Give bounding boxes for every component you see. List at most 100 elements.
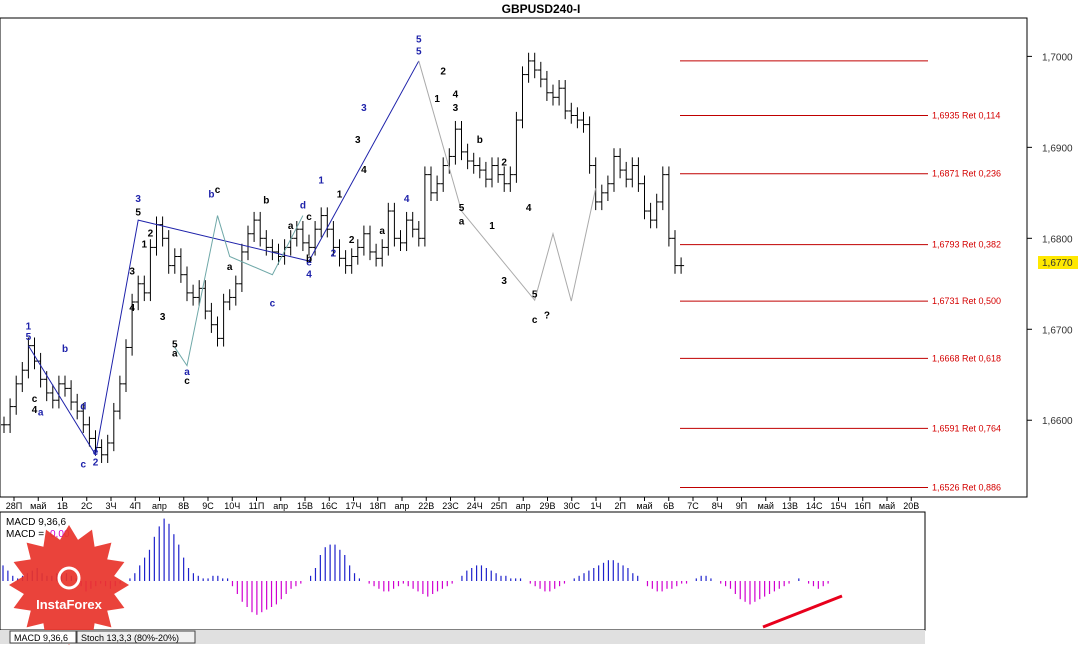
x-tick-label: апр bbox=[395, 501, 410, 511]
wave-label: 3 bbox=[453, 103, 459, 114]
x-tick-label: 1Ч bbox=[590, 501, 601, 511]
wave-label: 1 bbox=[337, 189, 343, 200]
tab-macd[interactable]: MACD 9,36,6 bbox=[9, 630, 77, 644]
x-tick-label: 2С bbox=[81, 501, 93, 511]
wave-label: c bbox=[184, 376, 190, 387]
wave-label: c bbox=[532, 315, 538, 326]
instaforex-logo: InstaForex bbox=[9, 525, 129, 645]
wave-label: 4 bbox=[306, 269, 312, 280]
y-tick-label: 1,6600 bbox=[1042, 416, 1073, 427]
x-tick-label: 7С bbox=[687, 501, 699, 511]
wave-label: a bbox=[227, 262, 233, 273]
tab-stoch[interactable]: Stoch 13,3,3 (80%-20%) bbox=[76, 630, 196, 644]
wave-label: 3 bbox=[129, 267, 135, 278]
x-tick-label: 16П bbox=[855, 501, 871, 511]
price-bars bbox=[1, 52, 685, 463]
logo-icon bbox=[57, 566, 81, 590]
tab-macd-label: MACD 9,36,6 bbox=[14, 633, 68, 643]
x-tick-label: 9С bbox=[202, 501, 214, 511]
fib-level-label: 1,6935 Ret 0,114 bbox=[932, 111, 1000, 121]
wave-line-sub bbox=[174, 215, 304, 367]
chart-title: GBPUSD240-I bbox=[502, 2, 581, 16]
x-tick-label: 28П bbox=[6, 501, 22, 511]
macd-header: MACD 9,36,6 bbox=[6, 517, 66, 528]
x-tick-label: 4П bbox=[130, 501, 141, 511]
x-tick-label: 3Ч bbox=[105, 501, 116, 511]
wave-label: 2 bbox=[93, 458, 99, 469]
wave-label: 2 bbox=[148, 228, 154, 239]
wave-label: 4 bbox=[526, 203, 532, 214]
x-tick-label: 14С bbox=[806, 501, 823, 511]
divergence-line bbox=[762, 594, 843, 629]
fibonacci-levels: 1,6935 Ret 0,114 1,6871 Ret 0,236 1,6793 R… bbox=[680, 60, 1001, 493]
x-tick-label: 24Ч bbox=[467, 501, 483, 511]
wave-label: d bbox=[80, 401, 86, 412]
wave-label: 2 bbox=[501, 158, 507, 169]
wave-label: 2 bbox=[440, 67, 446, 78]
x-tick-label: 6В bbox=[663, 501, 674, 511]
wave-line-blue bbox=[27, 60, 420, 457]
current-price-marker bbox=[1038, 256, 1078, 269]
x-tick-label: 30С bbox=[563, 501, 580, 511]
price-axis: 1,6600 1,6700 1,6800 1,6900 1,7000 bbox=[1026, 18, 1073, 497]
wave-label: 5 bbox=[416, 35, 422, 46]
wave-label: 4 bbox=[32, 405, 38, 416]
y-tick-label: 1,6800 bbox=[1042, 234, 1073, 245]
x-tick-label: май bbox=[758, 501, 774, 511]
wave-label: b bbox=[62, 344, 68, 355]
wave-label: a bbox=[172, 349, 178, 360]
wave-label: b bbox=[263, 196, 269, 207]
wave-label: 2 bbox=[331, 249, 337, 260]
wave-label: 5 bbox=[459, 203, 465, 214]
x-tick-label: 11П bbox=[249, 501, 265, 511]
x-tick-label: апр bbox=[516, 501, 531, 511]
x-tick-label: 2П bbox=[615, 501, 626, 511]
wave-label: a bbox=[288, 221, 294, 232]
wave-label: 3 bbox=[361, 103, 367, 114]
x-tick-label: 22В bbox=[418, 501, 434, 511]
wave-label: c bbox=[32, 394, 38, 405]
x-tick-label: 23С bbox=[442, 501, 459, 511]
x-tick-label: апр bbox=[152, 501, 167, 511]
time-axis: 28П май 1В 2С 3Ч 4П апр 8В 9С 10Ч 11П апр 15В 16С 17Ч 1… bbox=[0, 496, 925, 511]
wave-label: 4 bbox=[453, 89, 459, 100]
x-tick-label: май bbox=[636, 501, 652, 511]
wave-label: a bbox=[379, 226, 385, 237]
wave-label: a bbox=[459, 217, 465, 228]
x-tick-label: 1В bbox=[57, 501, 68, 511]
macd-value-label: MACD = bbox=[6, 529, 44, 540]
x-tick-label: май bbox=[879, 501, 895, 511]
wave-label: 1 bbox=[434, 94, 440, 105]
wave-label: c bbox=[306, 212, 312, 223]
wave-label: b bbox=[306, 254, 312, 265]
wave-label: 4 bbox=[404, 194, 410, 205]
logo-text: InstaForex bbox=[36, 597, 103, 612]
tab-strip bbox=[0, 630, 925, 644]
x-tick-label: 9П bbox=[736, 501, 747, 511]
wave-label: 5 bbox=[135, 208, 141, 219]
wave-label: e bbox=[93, 447, 99, 458]
wave-label: a bbox=[38, 408, 44, 419]
x-tick-label: 13В bbox=[782, 501, 798, 511]
wave-label: a bbox=[184, 367, 190, 378]
y-tick-label: 1,7000 bbox=[1042, 52, 1073, 63]
wave-label: 3 bbox=[135, 194, 141, 205]
wave-lines bbox=[27, 60, 597, 457]
fib-level-label: 1,6591 Ret 0,764 bbox=[932, 423, 1001, 433]
wave-label: 5 bbox=[532, 289, 538, 300]
y-tick-label: 1,6700 bbox=[1042, 325, 1073, 336]
x-tick-label: 18П bbox=[370, 501, 386, 511]
x-tick-label: 17Ч bbox=[345, 501, 361, 511]
wave-label: 3 bbox=[355, 135, 361, 146]
wave-label: c bbox=[270, 299, 276, 310]
wave-label: 1 bbox=[489, 221, 495, 232]
y-tick-label: 1,6900 bbox=[1042, 143, 1073, 154]
fib-level-label: 1,6871 Ret 0,236 bbox=[932, 169, 1001, 179]
wave-label: 3 bbox=[501, 276, 507, 287]
macd-value: 0,00 bbox=[50, 529, 70, 540]
tab-stoch-label: Stoch 13,3,3 (80%-20%) bbox=[81, 633, 179, 643]
wave-label: c bbox=[215, 185, 221, 196]
x-tick-label: 15В bbox=[297, 501, 313, 511]
x-tick-label: 29В bbox=[539, 501, 555, 511]
